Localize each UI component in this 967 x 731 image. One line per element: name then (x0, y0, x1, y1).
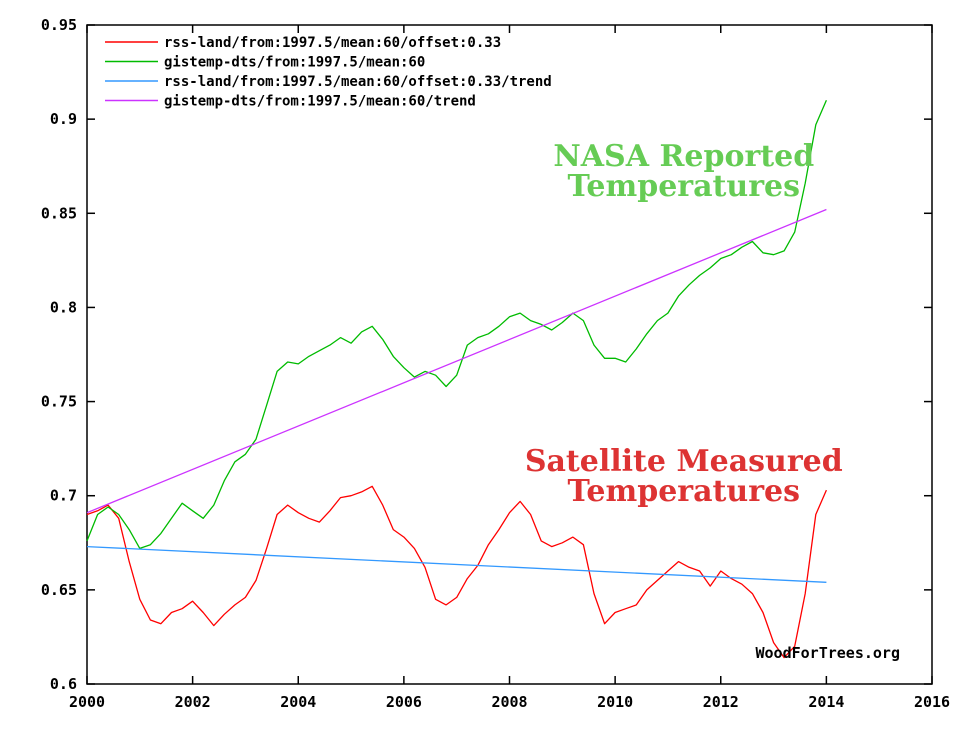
y-tick-label: 0.85 (41, 204, 77, 222)
series-line-2 (86, 100, 827, 550)
plot-frame (86, 24, 933, 685)
legend-label: rss-land/from:1997.5/mean:60/offset:0.33 (164, 35, 501, 51)
plot-border (86, 24, 933, 685)
x-axis: 2000 2002 2004 2006 2008 2010 2012 2014 2016 (69, 25, 950, 711)
legend: rss-land/from:1997.5/mean:60/offset:0.33… (105, 35, 552, 110)
series-line-4 (86, 208, 827, 514)
x-tick-label: 2012 (703, 693, 739, 711)
x-tick-label: 2014 (808, 693, 844, 711)
x-tick-label: 2010 (597, 693, 633, 711)
x-tick-label: 2016 (914, 693, 950, 711)
y-tick-label: 0.65 (41, 581, 77, 599)
series-line-3 (86, 545, 827, 583)
y-tick-label: 0.7 (50, 487, 77, 505)
credit-label: WoodForTrees.org (756, 644, 901, 662)
series-line-1 (86, 485, 827, 659)
x-tick-label: 2006 (386, 693, 422, 711)
annotation-text: Temperatures (568, 474, 800, 509)
x-tick-label: 2008 (491, 693, 527, 711)
x-tick-label: 2000 (69, 693, 105, 711)
y-tick-label: 0.6 (50, 675, 77, 693)
y-tick-label: 0.9 (50, 110, 77, 128)
series-layer (86, 100, 827, 659)
y-tick-label: 0.8 (50, 298, 77, 316)
legend-label: rss-land/from:1997.5/mean:60/offset:0.33… (164, 74, 552, 90)
x-tick-label: 2004 (280, 693, 316, 711)
legend-label: gistemp-dts/from:1997.5/mean:60 (164, 55, 425, 71)
annotation-text: Temperatures (568, 169, 800, 204)
y-tick-label: 0.95 (41, 16, 77, 34)
annotation-text: NASA Reported (553, 139, 814, 174)
annotation-text: Satellite Measured (525, 444, 843, 479)
y-tick-label: 0.75 (41, 393, 77, 411)
legend-label: gistemp-dts/from:1997.5/mean:60/trend (164, 94, 476, 110)
x-tick-label: 2002 (175, 693, 211, 711)
y-axis: 0.6 0.65 0.7 0.75 0.8 0.85 0.9 0.95 (41, 16, 932, 693)
